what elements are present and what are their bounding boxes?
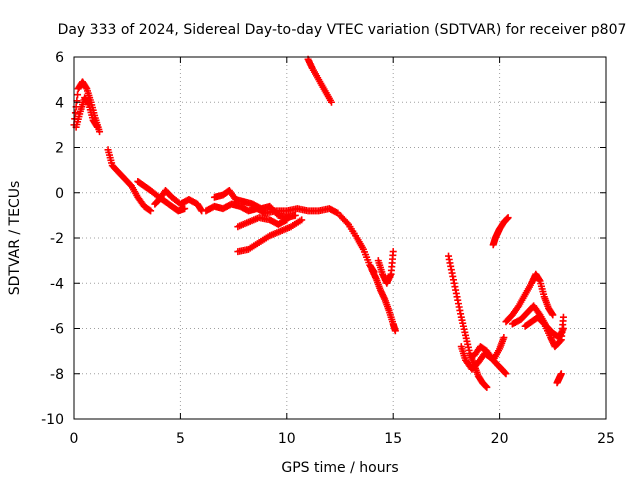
series-arc-17 (502, 270, 557, 326)
data-point (327, 98, 335, 106)
series-arc-5 (202, 200, 342, 217)
data-point (483, 383, 491, 391)
data-point (96, 128, 104, 136)
data-point (391, 327, 399, 335)
data-point (556, 337, 564, 345)
chart-title: Day 333 of 2024, Sidereal Day-to-day VTE… (58, 22, 627, 38)
x-tick-label: 15 (384, 431, 402, 447)
x-tick-label: 10 (278, 431, 296, 447)
data-point (389, 248, 397, 256)
x-axis-label: GPS time / hours (281, 460, 398, 476)
data-point (502, 370, 510, 378)
data-layer (70, 55, 567, 391)
data-point (74, 91, 82, 99)
series-arc-19 (521, 313, 567, 351)
y-tick-label: -10 (41, 412, 64, 428)
data-point (500, 334, 508, 342)
y-tick-label: 4 (55, 95, 64, 111)
data-point (147, 207, 155, 215)
series-arc-9 (304, 55, 335, 106)
y-tick-label: 6 (55, 50, 64, 66)
data-point (559, 313, 567, 321)
series-arc-8 (234, 214, 291, 231)
series-arc-3 (134, 177, 189, 215)
data-point (343, 219, 351, 227)
y-axis-label: SDTVAR / TECUs (7, 181, 23, 296)
data-point (181, 205, 189, 213)
data-point (73, 97, 81, 105)
x-tick-label: 5 (176, 431, 185, 447)
data-point (504, 214, 512, 222)
data-point (283, 216, 291, 224)
data-point (71, 109, 79, 117)
series-arc-7 (234, 216, 306, 256)
tick-layer: 0 5 10 15 20 25 -10 -8 -6 -4 -2 0 2 4 6 (41, 50, 615, 447)
series-arc-20 (553, 370, 565, 387)
series-arc-4 (151, 186, 206, 215)
y-tick-label: -4 (50, 276, 64, 292)
y-tick-label: -2 (50, 231, 64, 247)
series-arc-16 (489, 214, 512, 249)
y-tick-label: 2 (55, 141, 64, 157)
series-arc-14 (457, 343, 510, 378)
series-arc-11 (368, 266, 399, 335)
data-point (291, 211, 299, 219)
series-arc-12 (374, 248, 397, 287)
data-point (93, 123, 101, 131)
series-arc-1b (72, 94, 101, 131)
y-tick-label: -8 (50, 367, 64, 383)
data-point (298, 216, 306, 224)
series-arc-2 (104, 146, 155, 215)
x-tick-label: 0 (70, 431, 79, 447)
y-tick-label: 0 (55, 186, 64, 202)
x-tick-label: 25 (597, 431, 615, 447)
data-point (557, 370, 565, 378)
x-tick-label: 20 (491, 431, 509, 447)
data-point (549, 311, 557, 319)
series-arc-15 (470, 334, 508, 364)
y-tick-label: -6 (50, 322, 64, 338)
